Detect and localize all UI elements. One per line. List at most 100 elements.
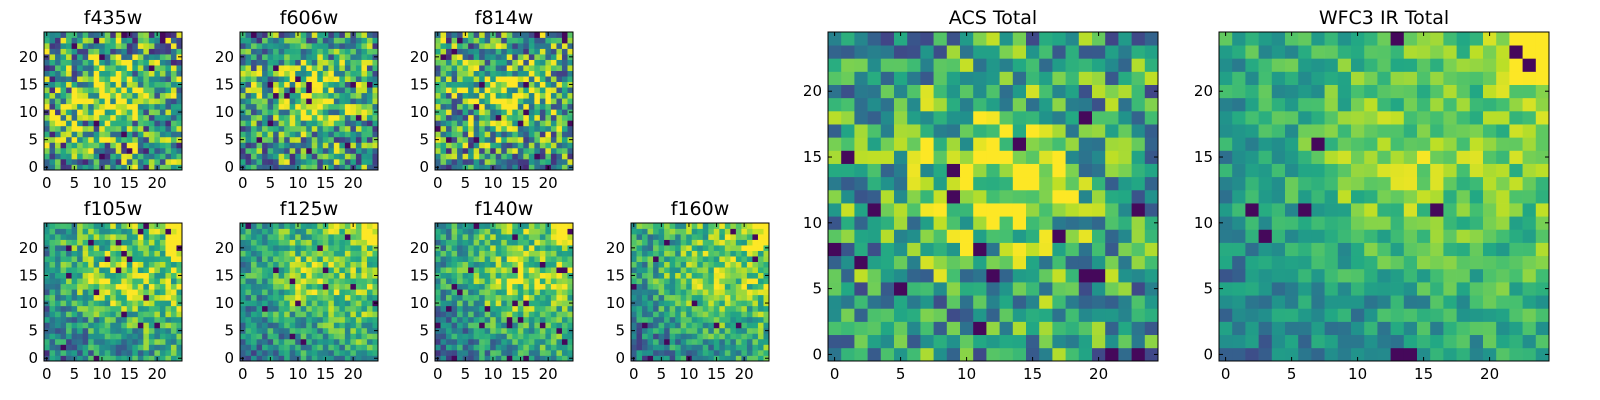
heatmap-cell <box>550 142 557 149</box>
heatmap-cell <box>339 158 346 165</box>
heatmap-cell <box>556 311 563 318</box>
heatmap-cell <box>137 76 144 83</box>
heatmap-cell <box>440 256 447 262</box>
heatmap-cell <box>322 87 329 94</box>
heatmap-cell <box>256 261 263 268</box>
axes-frame <box>630 222 770 362</box>
heatmap-cell <box>435 289 441 296</box>
heatmap-cell <box>567 344 574 351</box>
heatmap-cell <box>512 59 519 66</box>
heatmap-cell <box>512 250 519 257</box>
heatmap-cell <box>484 322 491 329</box>
heatmap-cell <box>49 43 56 49</box>
heatmap-cell <box>295 349 302 356</box>
heatmap-cell <box>561 54 568 60</box>
x-tick-label: 20 <box>148 365 167 383</box>
heatmap-cell <box>361 305 368 312</box>
heatmap-cell <box>317 305 324 312</box>
heatmap-cell <box>1065 163 1080 178</box>
heatmap-cell <box>278 294 285 301</box>
heatmap-cell <box>126 158 133 165</box>
heatmap-cell <box>446 37 452 44</box>
heatmap-cell <box>104 136 111 143</box>
heatmap-cell <box>256 234 263 240</box>
heatmap-cell <box>104 43 111 49</box>
heatmap-cell <box>339 355 346 362</box>
heatmap-cell <box>828 295 842 309</box>
heatmap-cell <box>457 333 463 340</box>
heatmap-cell <box>317 98 324 105</box>
heatmap-cell <box>170 283 177 290</box>
heatmap-cell <box>724 223 731 229</box>
heatmap-cell <box>719 256 726 262</box>
heatmap-cell <box>328 158 335 165</box>
heatmap-cell <box>561 338 568 345</box>
heatmap-cell <box>372 349 379 356</box>
heatmap-cell <box>278 136 285 143</box>
heatmap-cell <box>344 147 351 154</box>
heatmap-cell <box>894 334 908 349</box>
heatmap-cell <box>110 228 117 235</box>
heatmap-cell <box>240 70 246 77</box>
heatmap-cell <box>71 305 78 312</box>
heatmap-cell <box>262 81 268 88</box>
heatmap-cell <box>99 311 106 318</box>
heatmap-cell <box>55 278 61 285</box>
heatmap-cell <box>556 256 563 262</box>
heatmap-cell <box>66 164 72 171</box>
heatmap-cell <box>539 344 546 351</box>
heatmap-cell <box>691 322 698 329</box>
heatmap-cell <box>99 272 106 279</box>
heatmap-cell <box>741 322 748 329</box>
heatmap-cell <box>55 223 61 229</box>
heatmap-cell <box>473 98 480 105</box>
heatmap-cell <box>479 92 486 99</box>
heatmap-cell <box>170 142 177 149</box>
heatmap-cell <box>55 37 61 44</box>
heatmap-cell <box>556 92 563 99</box>
heatmap-cell <box>99 76 106 83</box>
heatmap-cell <box>339 70 346 77</box>
heatmap-cell <box>523 48 530 55</box>
heatmap-cell <box>719 338 726 345</box>
heatmap-cell <box>366 70 373 77</box>
heatmap-cell <box>311 267 318 274</box>
heatmap-cell <box>159 142 166 149</box>
heatmap-cell <box>245 355 252 362</box>
heatmap-cell <box>339 256 346 262</box>
heatmap-cell <box>479 234 486 240</box>
heatmap-cell <box>724 355 731 362</box>
heatmap-cell <box>556 114 563 121</box>
heatmap-cell <box>322 103 329 110</box>
heatmap-cell <box>512 43 519 49</box>
axes-frame <box>43 31 183 171</box>
heatmap-cell <box>479 294 486 301</box>
heatmap-cell <box>446 228 452 235</box>
heatmap-cell <box>273 87 279 94</box>
heatmap-cell <box>148 272 155 279</box>
heatmap-cell <box>631 256 637 262</box>
heatmap-cell <box>333 70 340 77</box>
heatmap-cell <box>550 81 557 88</box>
heatmap-cell <box>545 228 552 235</box>
heatmap-cell <box>289 98 296 105</box>
heatmap-cell <box>93 65 100 71</box>
heatmap-cell <box>636 316 643 323</box>
heatmap-cell <box>724 327 731 334</box>
heatmap-cell <box>295 103 302 110</box>
heatmap-cell <box>71 153 78 160</box>
heatmap-cell <box>77 81 83 88</box>
heatmap-cell <box>284 283 291 290</box>
heatmap-cell <box>71 87 78 94</box>
heatmap-cell <box>1039 282 1053 296</box>
heatmap-cell <box>333 76 340 83</box>
heatmap-cell <box>946 255 961 270</box>
heatmap-cell <box>490 87 497 94</box>
heatmap-cell <box>512 54 519 60</box>
heatmap-cell <box>675 305 682 312</box>
heatmap-cell <box>55 43 61 49</box>
heatmap-cell <box>137 300 144 307</box>
heatmap-cell <box>295 158 302 165</box>
heatmap-cell <box>115 322 122 329</box>
heatmap-cell <box>267 305 274 312</box>
